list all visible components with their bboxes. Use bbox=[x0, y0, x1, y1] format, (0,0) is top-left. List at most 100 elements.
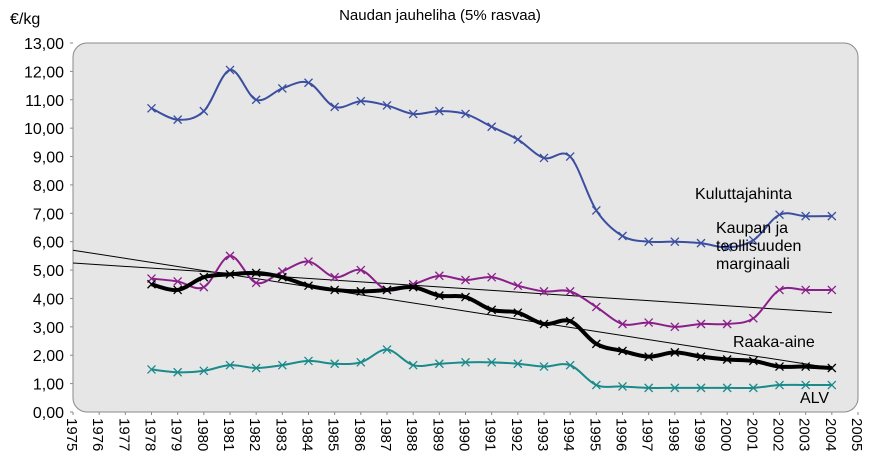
y-tick-label: 7,00 bbox=[33, 206, 64, 223]
y-tick-label: 9,00 bbox=[33, 150, 64, 167]
point-marker bbox=[382, 345, 392, 355]
x-tick-label: 1988 bbox=[403, 418, 420, 451]
point-marker bbox=[277, 272, 287, 282]
point-marker bbox=[644, 352, 654, 362]
x-tick-label: 1979 bbox=[168, 418, 185, 451]
x-tick-label: 1992 bbox=[508, 418, 525, 451]
x-tick-label: 1982 bbox=[246, 418, 263, 451]
point-marker bbox=[356, 357, 366, 367]
point-marker bbox=[225, 360, 235, 370]
point-marker bbox=[356, 96, 366, 106]
x-tick-label: 1976 bbox=[89, 418, 106, 451]
point-marker bbox=[304, 257, 313, 267]
point-marker bbox=[722, 383, 732, 393]
point-marker bbox=[618, 346, 627, 356]
x-tick-label: 1978 bbox=[142, 418, 159, 451]
point-marker bbox=[539, 153, 549, 163]
y-tick-label: 10,00 bbox=[24, 121, 64, 138]
point-marker bbox=[330, 359, 340, 369]
point-marker bbox=[251, 268, 261, 278]
point-marker bbox=[147, 364, 156, 374]
point-marker bbox=[199, 272, 209, 282]
point-marker bbox=[434, 359, 444, 369]
chart-title: Naudan jauheliha (5% rasvaa) bbox=[339, 7, 541, 24]
x-tick-label: 2002 bbox=[770, 418, 787, 451]
point-marker bbox=[382, 285, 392, 295]
series-label: Raaka-aine bbox=[733, 334, 815, 351]
y-tick-label: 3,00 bbox=[33, 320, 64, 337]
x-tick-label: 1985 bbox=[325, 418, 342, 451]
point-marker bbox=[225, 269, 235, 279]
point-marker bbox=[147, 103, 156, 113]
point-marker bbox=[801, 380, 811, 390]
x-tick-label: 1999 bbox=[691, 418, 708, 451]
point-marker bbox=[304, 281, 313, 291]
y-tick-label: 12,00 bbox=[24, 64, 64, 81]
point-marker bbox=[461, 275, 470, 285]
point-marker bbox=[513, 308, 523, 318]
point-marker bbox=[775, 362, 784, 372]
point-marker bbox=[434, 291, 444, 301]
point-marker bbox=[591, 206, 601, 215]
x-tick-label: 1983 bbox=[272, 418, 289, 451]
point-marker bbox=[199, 366, 209, 376]
point-marker bbox=[513, 281, 523, 291]
y-tick-label: 0,00 bbox=[33, 405, 64, 422]
point-marker bbox=[775, 285, 784, 295]
point-marker bbox=[408, 109, 418, 119]
x-tick-label: 1994 bbox=[560, 418, 577, 451]
point-marker bbox=[591, 380, 601, 390]
x-tick-label: 1981 bbox=[220, 418, 237, 451]
point-marker bbox=[670, 322, 680, 332]
point-marker bbox=[696, 238, 706, 248]
y-tick-label: 5,00 bbox=[33, 263, 64, 280]
y-tick-label: 13,00 bbox=[24, 36, 64, 53]
point-marker bbox=[487, 122, 497, 132]
x-tick-label: 1993 bbox=[534, 418, 551, 451]
series-label: Kuluttajahinta bbox=[695, 186, 792, 203]
point-marker bbox=[199, 282, 209, 292]
point-marker bbox=[434, 271, 444, 281]
point-marker bbox=[513, 135, 523, 144]
y-tick-label: 8,00 bbox=[33, 178, 64, 195]
point-marker bbox=[330, 285, 340, 295]
x-tick-label: 1990 bbox=[456, 418, 473, 451]
point-marker bbox=[225, 65, 235, 75]
point-marker bbox=[408, 360, 418, 370]
x-tick-label: 1987 bbox=[377, 418, 394, 451]
point-marker bbox=[461, 292, 470, 302]
x-tick-label: 2003 bbox=[796, 418, 813, 451]
point-marker bbox=[618, 381, 627, 391]
point-marker bbox=[696, 383, 706, 393]
x-tick-label: 1989 bbox=[429, 418, 446, 451]
point-marker bbox=[748, 313, 758, 323]
y-tick-label: 11,00 bbox=[25, 93, 64, 110]
point-marker bbox=[775, 210, 784, 220]
x-tick-label: 1980 bbox=[194, 418, 211, 451]
point-marker bbox=[670, 383, 680, 393]
point-marker bbox=[827, 211, 837, 221]
point-marker bbox=[487, 357, 497, 367]
point-marker bbox=[827, 285, 837, 295]
point-marker bbox=[304, 356, 313, 366]
point-marker bbox=[173, 276, 183, 286]
series-label: ALV bbox=[800, 390, 829, 407]
point-marker bbox=[696, 352, 706, 362]
x-tick-label: 1997 bbox=[639, 418, 656, 451]
x-tick-label: 1991 bbox=[482, 418, 499, 451]
point-marker bbox=[408, 282, 418, 292]
trend-line bbox=[72, 262, 832, 314]
point-marker bbox=[644, 383, 654, 393]
x-tick-label: 1977 bbox=[115, 418, 132, 451]
point-marker bbox=[670, 237, 680, 247]
point-marker bbox=[722, 319, 732, 329]
point-marker bbox=[173, 367, 183, 377]
point-marker bbox=[487, 272, 497, 282]
series-label: Kaupan ja teollisuuden marginaali bbox=[716, 220, 801, 273]
point-marker bbox=[565, 360, 575, 370]
point-marker bbox=[591, 302, 601, 312]
point-marker bbox=[644, 318, 654, 328]
y-tick-label: 6,00 bbox=[33, 235, 64, 252]
point-marker bbox=[277, 360, 287, 370]
point-marker bbox=[330, 272, 340, 282]
